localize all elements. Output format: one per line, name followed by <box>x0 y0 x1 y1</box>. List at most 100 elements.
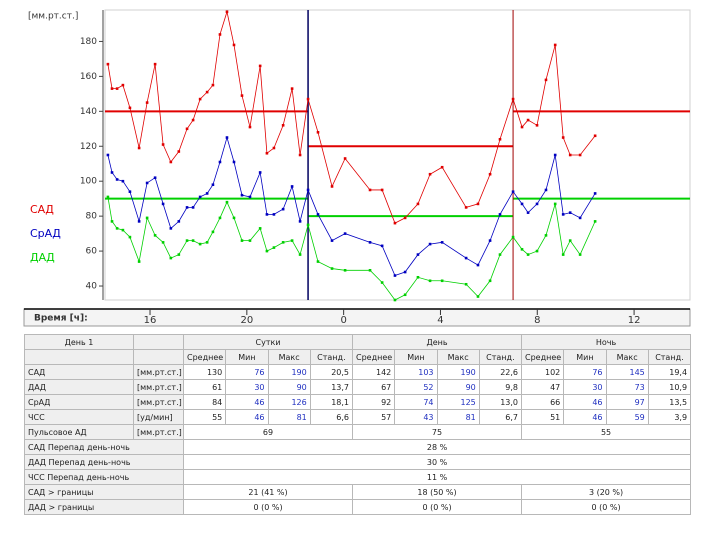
point <box>115 87 119 90</box>
point <box>153 234 157 237</box>
point <box>225 200 229 204</box>
column-header: Среднее <box>521 349 565 365</box>
y-tick-label: 100 <box>80 177 97 187</box>
point <box>258 171 262 174</box>
point <box>403 216 407 220</box>
point <box>218 33 222 36</box>
table-cell: 59 <box>605 409 649 425</box>
point <box>593 192 597 195</box>
point <box>198 97 202 101</box>
point <box>258 64 262 68</box>
column-header: Макс <box>436 349 480 365</box>
table-cell: 13,0 <box>478 394 523 410</box>
table-row: Среднее Мин Макс Станд. Среднее Мин Макс Станд.… <box>24 349 692 365</box>
point <box>428 242 432 246</box>
table-cell: 125 <box>436 394 480 410</box>
table-cell: 57 <box>352 409 396 425</box>
point <box>137 260 141 263</box>
point <box>240 193 244 197</box>
table-cell: 66 <box>521 394 565 410</box>
point <box>498 253 502 256</box>
point <box>568 211 572 214</box>
point <box>218 160 222 164</box>
point <box>290 185 294 188</box>
point <box>265 213 269 216</box>
table-cell: 30 <box>563 379 607 395</box>
point <box>198 242 202 246</box>
table-cell: 76 <box>225 364 269 380</box>
point <box>205 90 209 94</box>
series-line <box>107 10 596 224</box>
table-row: ЧСС [уд/мин] 55 46 81 6,6 57 43 81 6,7 51 46 59 3,9 <box>24 409 692 425</box>
point <box>106 153 110 157</box>
column-header: Среднее <box>182 349 227 365</box>
point <box>128 235 132 239</box>
header-cell <box>133 334 184 350</box>
point <box>281 207 285 211</box>
point <box>520 202 524 206</box>
column-header: Мин <box>225 349 269 365</box>
point <box>544 188 548 192</box>
table-row: САД [мм.рт.ст.] 130 76 190 20,5 142 103 190 22,6 1… <box>24 364 692 380</box>
plot-frame <box>104 9 691 301</box>
point <box>248 125 252 129</box>
group-header: Ночь <box>521 334 692 350</box>
point <box>464 206 468 209</box>
point <box>121 179 125 183</box>
point <box>128 190 132 193</box>
point <box>232 216 236 220</box>
point <box>121 228 125 232</box>
table-cell: 18 (50 %) <box>352 484 523 500</box>
table-row: САД Перепад день-ночь 28 % <box>24 439 692 455</box>
point <box>343 157 347 160</box>
table-row: ДАД Перепад день-ночь 30 % <box>24 454 692 470</box>
point <box>464 256 468 260</box>
point <box>248 239 252 242</box>
point <box>110 87 114 90</box>
row-label: ДАД Перепад день-ночь <box>24 454 184 470</box>
table-cell: 43 <box>394 409 438 425</box>
point <box>380 244 384 248</box>
table-cell: 0 (0 %) <box>521 499 692 515</box>
table-cell: 30 % <box>182 454 692 470</box>
point <box>368 241 372 244</box>
row-unit: [мм.рт.ст.] <box>133 424 184 440</box>
table-cell: 67 <box>352 379 396 395</box>
point <box>330 239 334 242</box>
table-cell: 0 (0 %) <box>182 499 354 515</box>
point <box>198 195 202 199</box>
point <box>561 136 565 139</box>
point <box>290 87 294 90</box>
point <box>161 241 165 244</box>
table-cell: 13,5 <box>647 394 692 410</box>
row-unit: [мм.рт.ст.] <box>133 379 184 395</box>
table-row: День 1 Сутки День Ночь <box>24 334 692 350</box>
x-tick-label: 8 <box>534 315 540 326</box>
point <box>535 124 539 127</box>
point <box>248 195 252 199</box>
point <box>272 213 276 216</box>
point <box>191 206 195 209</box>
point <box>153 176 157 180</box>
point <box>330 267 334 270</box>
table-row: СрАД [мм.рт.ст.] 84 46 126 18,1 92 74 125 13,0 66 4… <box>24 394 692 410</box>
point <box>403 293 407 297</box>
point <box>535 202 539 206</box>
point <box>185 239 189 242</box>
table-cell: 142 <box>352 364 396 380</box>
y-tick-label: 160 <box>80 72 97 82</box>
point <box>145 101 149 104</box>
table-cell: 69 <box>182 424 354 440</box>
point <box>393 274 397 277</box>
table-cell: 52 <box>394 379 438 395</box>
point <box>240 94 244 97</box>
column-header: Мин <box>563 349 607 365</box>
summary-table: День 1 Сутки День Ночь Среднее Мин Макс Станд. С… <box>24 334 692 515</box>
point <box>578 153 582 157</box>
point <box>272 246 276 249</box>
point <box>185 127 189 131</box>
point <box>265 249 269 253</box>
point <box>535 249 539 253</box>
x-tick-label: 20 <box>240 315 253 326</box>
